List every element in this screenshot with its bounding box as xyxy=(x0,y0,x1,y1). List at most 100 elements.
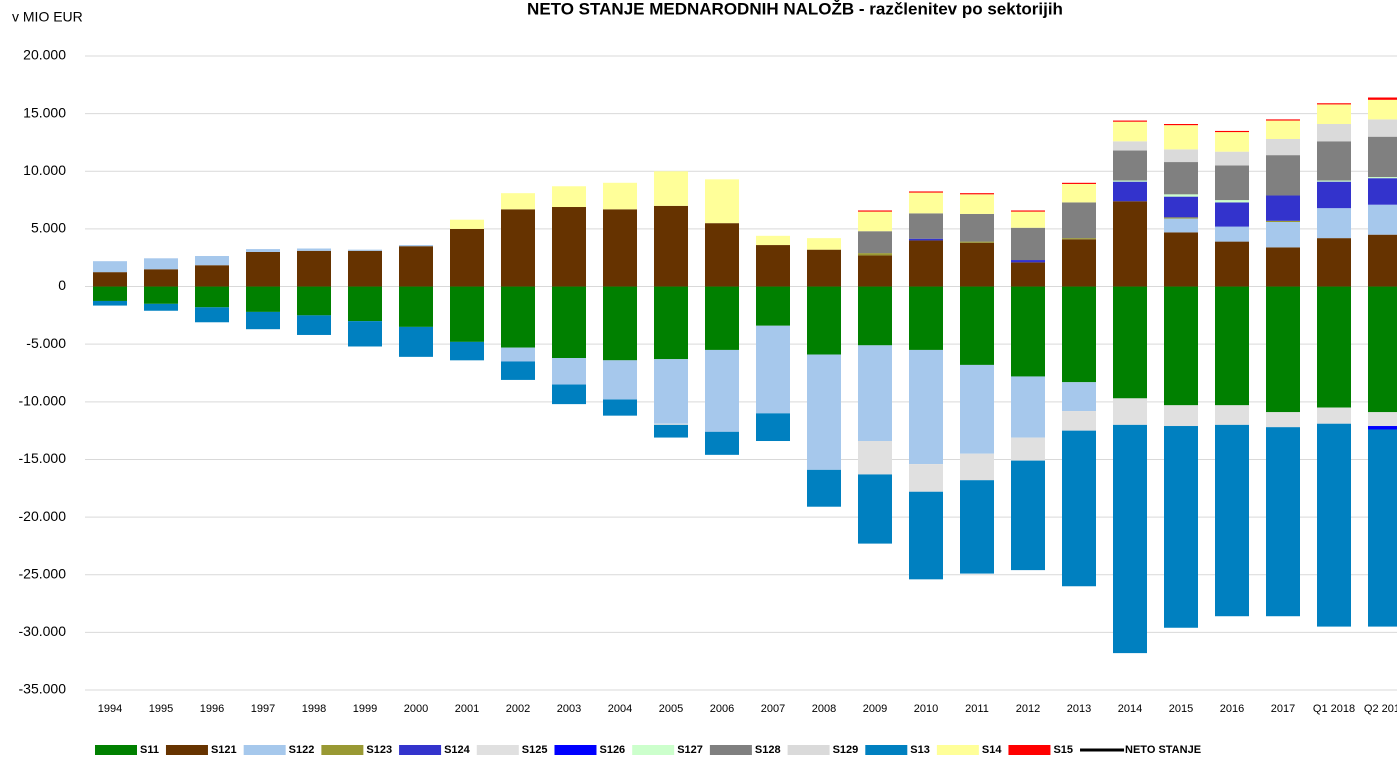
bar-segment xyxy=(195,307,229,323)
bar-segment xyxy=(1368,426,1397,430)
bar-segment xyxy=(1215,165,1249,201)
bar-segment xyxy=(1317,238,1351,287)
legend-label: S15 xyxy=(1053,744,1073,756)
bar-segment xyxy=(1317,407,1351,424)
x-tick-label: 1995 xyxy=(149,703,173,715)
legend-swatch xyxy=(554,745,597,755)
bar-segment xyxy=(960,241,994,243)
bar-segment xyxy=(1113,398,1147,425)
bar-segment xyxy=(1062,411,1096,431)
bar-segment xyxy=(450,219,484,229)
bar-segment xyxy=(1113,286,1147,399)
bar-segment xyxy=(1317,124,1351,142)
x-tick-label: 2001 xyxy=(455,703,479,715)
bar-segment xyxy=(1215,202,1249,227)
x-tick-label: 2010 xyxy=(914,703,938,715)
x-tick-label: 2003 xyxy=(557,703,581,715)
bar-segment xyxy=(1266,155,1300,196)
bar-segment xyxy=(603,209,637,287)
bar-segment xyxy=(1266,286,1300,413)
bar-segment xyxy=(1062,182,1096,184)
legend-swatch xyxy=(95,745,137,755)
bar-segment xyxy=(1215,200,1249,203)
bar-segment xyxy=(909,191,943,193)
bar-segment xyxy=(246,251,280,287)
legend-label: S129 xyxy=(833,744,859,756)
bar-segment xyxy=(1062,286,1096,383)
bar-segment xyxy=(1113,121,1147,142)
bar-segment xyxy=(399,326,433,357)
bar-segment xyxy=(1317,181,1351,209)
legend-swatch xyxy=(399,745,442,755)
bar-segment xyxy=(1113,120,1147,122)
legend-label: S13 xyxy=(910,744,930,756)
bar-segment xyxy=(501,286,535,348)
bar-segment xyxy=(348,286,382,322)
bar-segment xyxy=(144,303,178,311)
bar-segment xyxy=(1215,405,1249,425)
bar-segment xyxy=(603,286,637,361)
x-tick-label: 2014 xyxy=(1118,703,1142,715)
bar-segment xyxy=(1317,286,1351,408)
bar-segment xyxy=(1164,149,1198,163)
bar-segment xyxy=(1368,412,1397,427)
bar-segment xyxy=(399,286,433,327)
legend-label: S14 xyxy=(982,744,1002,756)
bar-segment xyxy=(1215,132,1249,152)
bar-segment xyxy=(960,364,994,454)
bar-segment xyxy=(1164,217,1198,219)
bar-segment xyxy=(705,431,739,455)
bar-segment xyxy=(246,311,280,330)
bar-segment xyxy=(1266,195,1300,221)
bar-segment xyxy=(1266,221,1300,248)
x-tick-label: 2012 xyxy=(1016,703,1040,715)
bar-segment xyxy=(1215,286,1249,406)
bar-segment xyxy=(1368,177,1397,179)
bar-segment xyxy=(144,269,178,287)
bar-segment xyxy=(1368,286,1397,413)
bar-segment xyxy=(450,286,484,342)
legend-swatch xyxy=(787,745,830,755)
bar-segment xyxy=(1368,136,1397,178)
bar-segment xyxy=(552,358,586,385)
bar-segment xyxy=(450,228,484,287)
legend-label: NETO STANJE xyxy=(1125,744,1201,756)
bar-segment xyxy=(960,242,994,287)
bar-segment xyxy=(1164,218,1198,233)
bar-segment xyxy=(399,245,433,247)
bar-segment xyxy=(297,250,331,287)
bar-segment xyxy=(807,286,841,355)
legend-swatch xyxy=(243,745,286,755)
bar-segment xyxy=(603,360,637,400)
bar-segment xyxy=(93,272,127,287)
bar-segment xyxy=(858,345,892,442)
legend-label: S124 xyxy=(444,744,471,756)
x-tick-label: 2015 xyxy=(1169,703,1193,715)
bar-segment xyxy=(1164,194,1198,197)
x-tick-label: 2013 xyxy=(1067,703,1091,715)
bar-segment xyxy=(1368,234,1397,287)
x-tick-label: 2002 xyxy=(506,703,530,715)
bar-segment xyxy=(1164,124,1198,126)
bar-segment xyxy=(144,258,178,270)
bar-segment xyxy=(1011,376,1045,438)
bar-segment xyxy=(654,205,688,287)
bar-segment xyxy=(1317,423,1351,627)
y-tick-label: 5.000 xyxy=(31,220,66,236)
bar-segment xyxy=(654,171,688,206)
bar-segment xyxy=(1368,429,1397,627)
bar-segment xyxy=(246,249,280,252)
x-tick-label: 2011 xyxy=(965,703,989,715)
bar-segment xyxy=(1062,183,1096,203)
bar-segment xyxy=(246,286,280,312)
y-tick-label: 15.000 xyxy=(23,104,66,120)
bar-segment xyxy=(1011,211,1045,228)
bar-segment xyxy=(297,248,331,251)
bar-segment xyxy=(1011,260,1045,263)
y-tick-label: 0 xyxy=(58,277,66,293)
legend-swatch xyxy=(1008,745,1051,755)
bar-segment xyxy=(1062,202,1096,239)
bar-segment xyxy=(1266,220,1300,222)
bar-segment xyxy=(960,286,994,365)
